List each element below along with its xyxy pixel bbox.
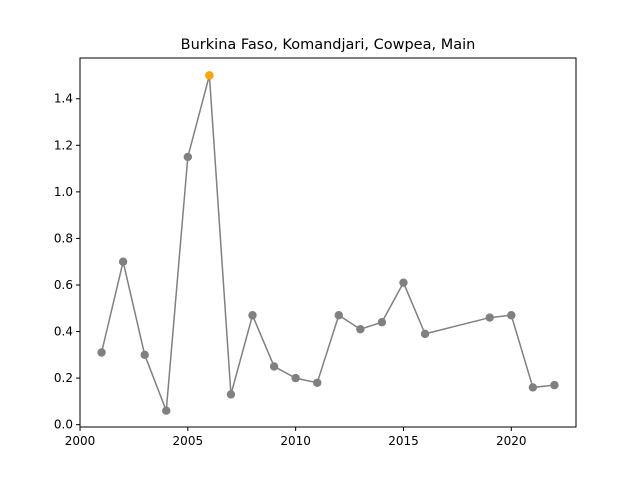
- y-tick-label: 1.0: [54, 185, 73, 199]
- data-point: [313, 378, 322, 387]
- highlighted-data-point: [205, 71, 214, 80]
- y-tick-label: 0.0: [54, 418, 73, 432]
- data-point: [162, 406, 171, 415]
- series-line: [100, 75, 555, 411]
- x-tick-label: 2010: [280, 434, 311, 448]
- x-tick-label: 2020: [496, 434, 527, 448]
- data-point: [356, 325, 365, 334]
- data-point: [528, 383, 538, 392]
- plot-frame: [79, 57, 577, 428]
- y-tick-label: 1.4: [54, 92, 73, 106]
- chart-title: Burkina Faso, Komandjari, Cowpea, Main: [181, 37, 476, 53]
- data-point: [420, 329, 430, 339]
- data-point: [334, 311, 343, 320]
- data-point: [399, 278, 408, 287]
- series-layer: [97, 71, 559, 415]
- data-point: [550, 380, 559, 390]
- data-point: [226, 390, 236, 399]
- data-point: [140, 350, 149, 360]
- x-tick-label: 2005: [173, 434, 204, 448]
- data-point: [485, 313, 494, 322]
- y-tick-label: 0.4: [54, 325, 73, 339]
- data-point: [507, 311, 516, 320]
- y-tick-label: 0.6: [54, 278, 73, 292]
- y-tick-label: 0.2: [54, 371, 73, 385]
- data-point: [269, 362, 279, 371]
- data-point: [183, 152, 193, 162]
- data-point: [118, 257, 128, 266]
- axes: 2000 2005 2010 2015 2020 0.0 0.2 0.4 0.6 0.8 1.0 1.…: [54, 92, 527, 448]
- y-tick-label: 0.8: [54, 231, 73, 245]
- data-point: [291, 373, 300, 383]
- y-tick-label: 1.2: [54, 138, 73, 152]
- data-point: [97, 348, 106, 357]
- x-tick-label: 2015: [388, 434, 419, 448]
- x-tick-label: 2000: [65, 434, 96, 448]
- data-point: [248, 311, 257, 320]
- data-point: [377, 318, 387, 327]
